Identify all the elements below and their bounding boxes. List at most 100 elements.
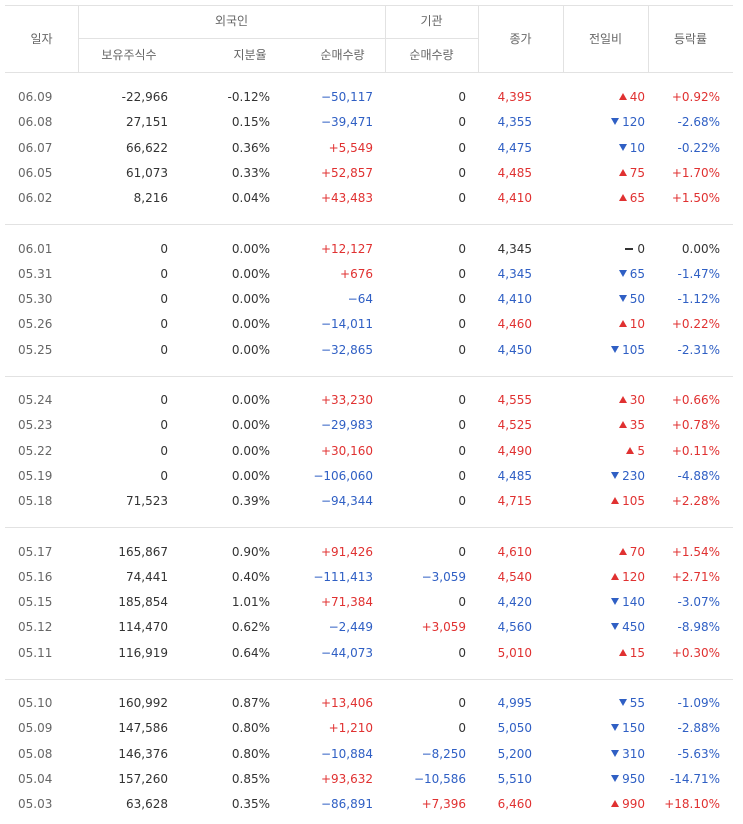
group-separator [5,678,733,680]
cell-text: 5,010 [497,645,532,660]
date-cell: 05.04 [18,772,52,786]
cell-text: 6,460 [497,797,532,811]
cell-text: −111,413 [313,569,373,584]
cell-text: 0.00% [231,418,270,433]
change-cell: 35 [618,418,645,432]
rate-cell: +1.54% [672,545,720,559]
cell-text: 0.39% [231,494,270,508]
cell-text: +7,396 [421,797,466,811]
inst-net-cell: 0 [458,191,466,205]
change-cell: 50 [618,292,645,306]
date-cell: 05.10 [18,696,52,710]
cell-text: 5,050 [497,721,532,736]
cell-text: 05.09 [18,721,53,736]
direction-icon [611,572,620,580]
inst-net-cell: +7,396 [422,797,466,811]
cell-text: 06.08 [18,115,53,130]
close-cell: 5,200 [498,747,532,761]
ratio-cell: 0.39% [232,494,270,508]
cell-text: 0.62% [231,620,270,635]
close-cell: 5,510 [498,772,532,786]
cell-text: −3,059 [421,569,466,584]
foreign-net-cell: −86,891 [321,797,373,811]
cell-text: 15 [629,645,645,660]
rate-cell: +18.10% [664,797,720,811]
cell-text: +93,632 [320,771,373,786]
cell-text: 114,470 [118,620,168,635]
inst-net-cell: 0 [458,141,466,155]
holdings-cell: 0 [160,292,168,306]
ratio-cell: 0.00% [232,444,270,458]
cell-text: -1.47% [677,266,720,281]
header-cell: 순매수량 [320,48,365,62]
ratio-cell: 0.00% [232,393,270,407]
cell-text: 4,715 [497,494,532,508]
close-cell: 4,475 [498,141,532,155]
cell-text: +2.71% [671,569,720,584]
change-cell: 140 [611,595,645,609]
cell-text: +1.54% [671,544,720,559]
rate-cell: +2.28% [672,494,720,508]
change-cell: 55 [618,696,645,710]
cell-text: 0.04% [231,191,270,205]
date-cell: 05.26 [18,317,52,331]
cell-text: 0 [458,544,466,559]
cell-text: 0.35% [231,797,270,811]
ratio-cell: 0.80% [232,747,270,761]
cell-text: 0.00% [231,393,270,407]
cell-text: -14.71% [669,771,720,786]
cell-text: 310 [622,746,645,761]
date-cell: 05.08 [18,747,52,761]
cell-text: 05.16 [18,569,53,584]
cell-text: 157,260 [118,771,168,786]
cell-text: 55 [629,696,645,710]
cell-text: 0 [637,241,645,256]
direction-icon [618,269,627,277]
cell-text: 0 [160,393,168,407]
cell-text: 05.26 [18,317,53,332]
change-cell: 950 [611,772,645,786]
inst-net-cell: 0 [458,494,466,508]
date-cell: 05.17 [18,545,52,559]
close-cell: 4,460 [498,317,532,331]
ratio-cell: 0.00% [232,292,270,306]
direction-icon [611,598,620,605]
cell-text: 146,376 [118,746,168,761]
change-cell: 310 [611,747,645,761]
rate-cell: +0.78% [672,418,720,432]
rate-cell: -2.31% [678,343,720,357]
direction-icon [618,168,627,176]
ratio-cell: 0.85% [232,772,270,786]
foreign-net-cell: −106,060 [313,469,373,483]
change-cell: 40 [618,90,645,104]
inst-net-cell: 0 [458,242,466,256]
foreign-net-cell: −94,344 [321,494,373,508]
holdings-cell: 147,586 [118,721,168,735]
cell-text: +0.22% [671,317,720,332]
direction-icon [611,749,620,757]
inst-net-cell: 0 [458,393,466,407]
date-cell: 06.07 [18,141,52,155]
close-cell: 4,525 [498,418,532,432]
cell-text: 0.00% [231,317,270,332]
cell-text: 4,540 [497,569,532,584]
foreign-net-cell: −44,073 [321,646,373,660]
cell-text: −64 [347,292,373,306]
header-cell: 보유주식수 [101,48,157,62]
cell-text: 50 [629,292,645,306]
change-cell: 105 [611,343,645,357]
header-bottom-border [5,72,733,73]
cell-text: −86,891 [320,797,373,811]
inst-net-cell: 0 [458,545,466,559]
rate-cell: -8.98% [678,620,720,634]
holdings-cell: 61,073 [126,166,168,180]
ratio-cell: 0.33% [232,166,270,180]
holdings-cell: 0 [160,267,168,281]
holdings-cell: 114,470 [118,620,168,634]
cell-text: 0 [458,595,466,609]
ratio-cell: 0.64% [232,646,270,660]
cell-text: 0 [458,443,466,458]
inst-net-cell: 0 [458,343,466,357]
cell-text: 05.03 [18,797,53,811]
inst-net-cell: 0 [458,292,466,306]
